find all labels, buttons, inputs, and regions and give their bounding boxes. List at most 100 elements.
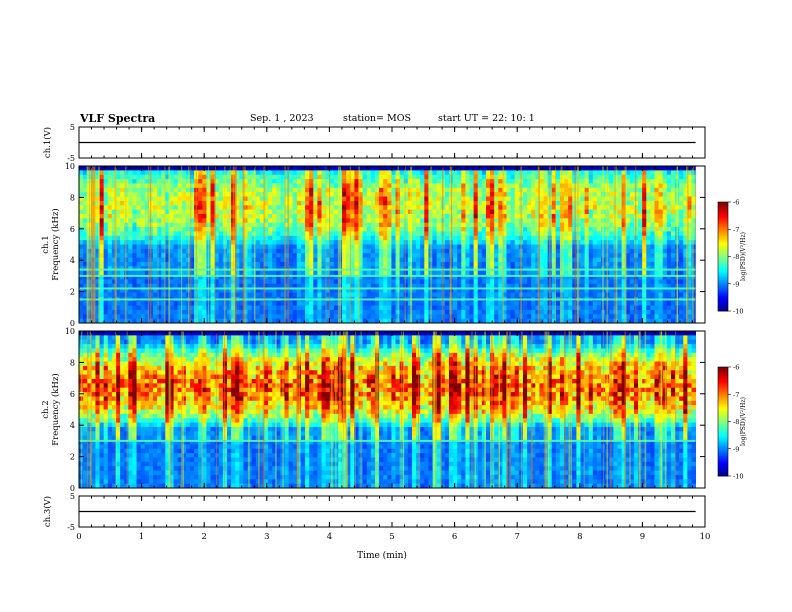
- spectrogram-cell: [498, 279, 503, 285]
- spectrogram-cell: [510, 261, 516, 267]
- spectrogram-cell: [239, 261, 244, 267]
- spectrogram-cell: [111, 170, 117, 176]
- spectrogram-cell: [313, 305, 318, 311]
- spectrogram-cell: [642, 279, 647, 285]
- spectrogram-cell: [288, 270, 294, 276]
- spectrogram-cell: [588, 301, 594, 306]
- spectrogram-cell: [218, 227, 224, 232]
- spectrogram-cell: [580, 261, 586, 267]
- spectrogram-cell: [79, 213, 84, 219]
- spectrogram-cell: [128, 248, 133, 254]
- spectrogram-cell: [444, 166, 450, 171]
- spectrogram-cell: [432, 227, 438, 232]
- spectrogram-cell: [469, 187, 475, 193]
- spectrogram-cell: [189, 222, 195, 228]
- spectrogram-cell: [87, 209, 92, 215]
- spectrogram-cell: [128, 218, 133, 224]
- spectrogram-cell: [173, 240, 179, 245]
- spectrogram-cell: [572, 235, 577, 241]
- spectrogram-cell: [498, 213, 503, 219]
- spectrogram-cell: [403, 275, 409, 280]
- spectrogram-cell: [494, 227, 499, 232]
- spectrogram-cell: [362, 235, 368, 241]
- spectrogram-cell: [580, 240, 586, 245]
- spectrogram-cell: [403, 192, 409, 197]
- spectrogram-cell: [161, 231, 166, 237]
- spectrogram-cell: [136, 244, 142, 250]
- spectrogram-cell: [469, 248, 475, 254]
- spectrogram-cell: [354, 248, 359, 254]
- spectrogram-cell: [518, 253, 524, 258]
- spectrogram-cell: [173, 279, 179, 285]
- spectrogram-cell: [132, 279, 137, 285]
- spectrogram-cell: [436, 275, 442, 280]
- spectrogram-cell: [609, 200, 614, 206]
- spectrogram-cell: [416, 209, 421, 215]
- spectrogram-cell: [99, 183, 105, 189]
- spectrogram-cell: [358, 305, 364, 311]
- spectrogram-cell: [522, 218, 528, 224]
- spectrogram-cell: [120, 205, 125, 211]
- spectrogram-cell: [268, 200, 273, 206]
- spectrogram-cell: [263, 288, 269, 293]
- spectrogram-cell: [284, 192, 290, 197]
- spectrogram-cell: [572, 318, 577, 324]
- spectrogram-cell: [621, 209, 627, 215]
- spectrogram-cell: [473, 301, 479, 306]
- spectrogram-cell: [605, 318, 610, 324]
- spectrogram-cell: [440, 174, 446, 180]
- spectrogram-cell: [465, 309, 470, 315]
- spectrogram-cell: [342, 179, 347, 184]
- spectrogram-cell: [107, 261, 113, 267]
- spectrogram-cell: [280, 301, 285, 306]
- spectrogram-cell: [498, 240, 503, 245]
- spectrogram-cell: [613, 283, 618, 289]
- spectrogram-cell: [79, 275, 84, 280]
- spectrogram-cell: [198, 275, 203, 280]
- spectrogram-cell: [407, 166, 413, 171]
- spectrogram-cell: [605, 187, 610, 193]
- spectrogram-cell: [551, 174, 557, 180]
- spectrogram-cell: [99, 257, 105, 263]
- spectrogram-cell: [638, 270, 643, 276]
- spectrogram-cell: [140, 179, 146, 184]
- spectrogram-cell: [268, 305, 273, 311]
- spectrogram-cell: [539, 314, 544, 320]
- spectrogram-cell: [321, 283, 327, 289]
- spectrogram-cell: [83, 253, 88, 258]
- spectrogram-cell: [333, 318, 339, 324]
- spectrogram-cell: [321, 248, 327, 254]
- spectrogram-cell: [243, 261, 248, 267]
- spectrogram-cell: [428, 253, 433, 258]
- spectrogram-cell: [502, 279, 507, 285]
- spectrogram-cell: [329, 231, 335, 237]
- spectrogram-cell: [235, 187, 240, 193]
- spectrogram-cell: [140, 205, 146, 211]
- spectrogram-cell: [87, 261, 92, 267]
- spectrogram-cell: [185, 309, 191, 315]
- spectrogram-cell: [629, 235, 635, 241]
- spectrogram-cell: [144, 244, 150, 250]
- spectrogram-cell: [128, 179, 133, 184]
- spectrogram-cell: [490, 253, 495, 258]
- spectrogram-cell: [222, 205, 228, 211]
- spectrogram-cell: [584, 218, 590, 224]
- spectrogram-cell: [210, 170, 216, 176]
- spectrogram-cell: [609, 183, 614, 189]
- spectrogram-cell: [107, 288, 113, 293]
- spectrogram-cell: [374, 270, 380, 276]
- spectrogram-cell: [485, 170, 491, 176]
- spectrogram-cell: [564, 170, 569, 176]
- spectrogram-cell: [226, 183, 232, 189]
- spectrogram-cell: [185, 257, 191, 263]
- spectrogram-cell: [136, 205, 142, 211]
- spectrogram-cell: [358, 275, 364, 280]
- spectrogram-cell: [588, 292, 594, 298]
- spectrogram-cell: [144, 253, 150, 258]
- spectrogram-cell: [588, 275, 594, 280]
- spectrogram-cell: [518, 257, 524, 263]
- spectrogram-cell: [576, 192, 581, 197]
- spectrogram-cell: [91, 183, 96, 189]
- spectrogram-cell: [325, 283, 331, 289]
- spectrogram-cell: [605, 209, 610, 215]
